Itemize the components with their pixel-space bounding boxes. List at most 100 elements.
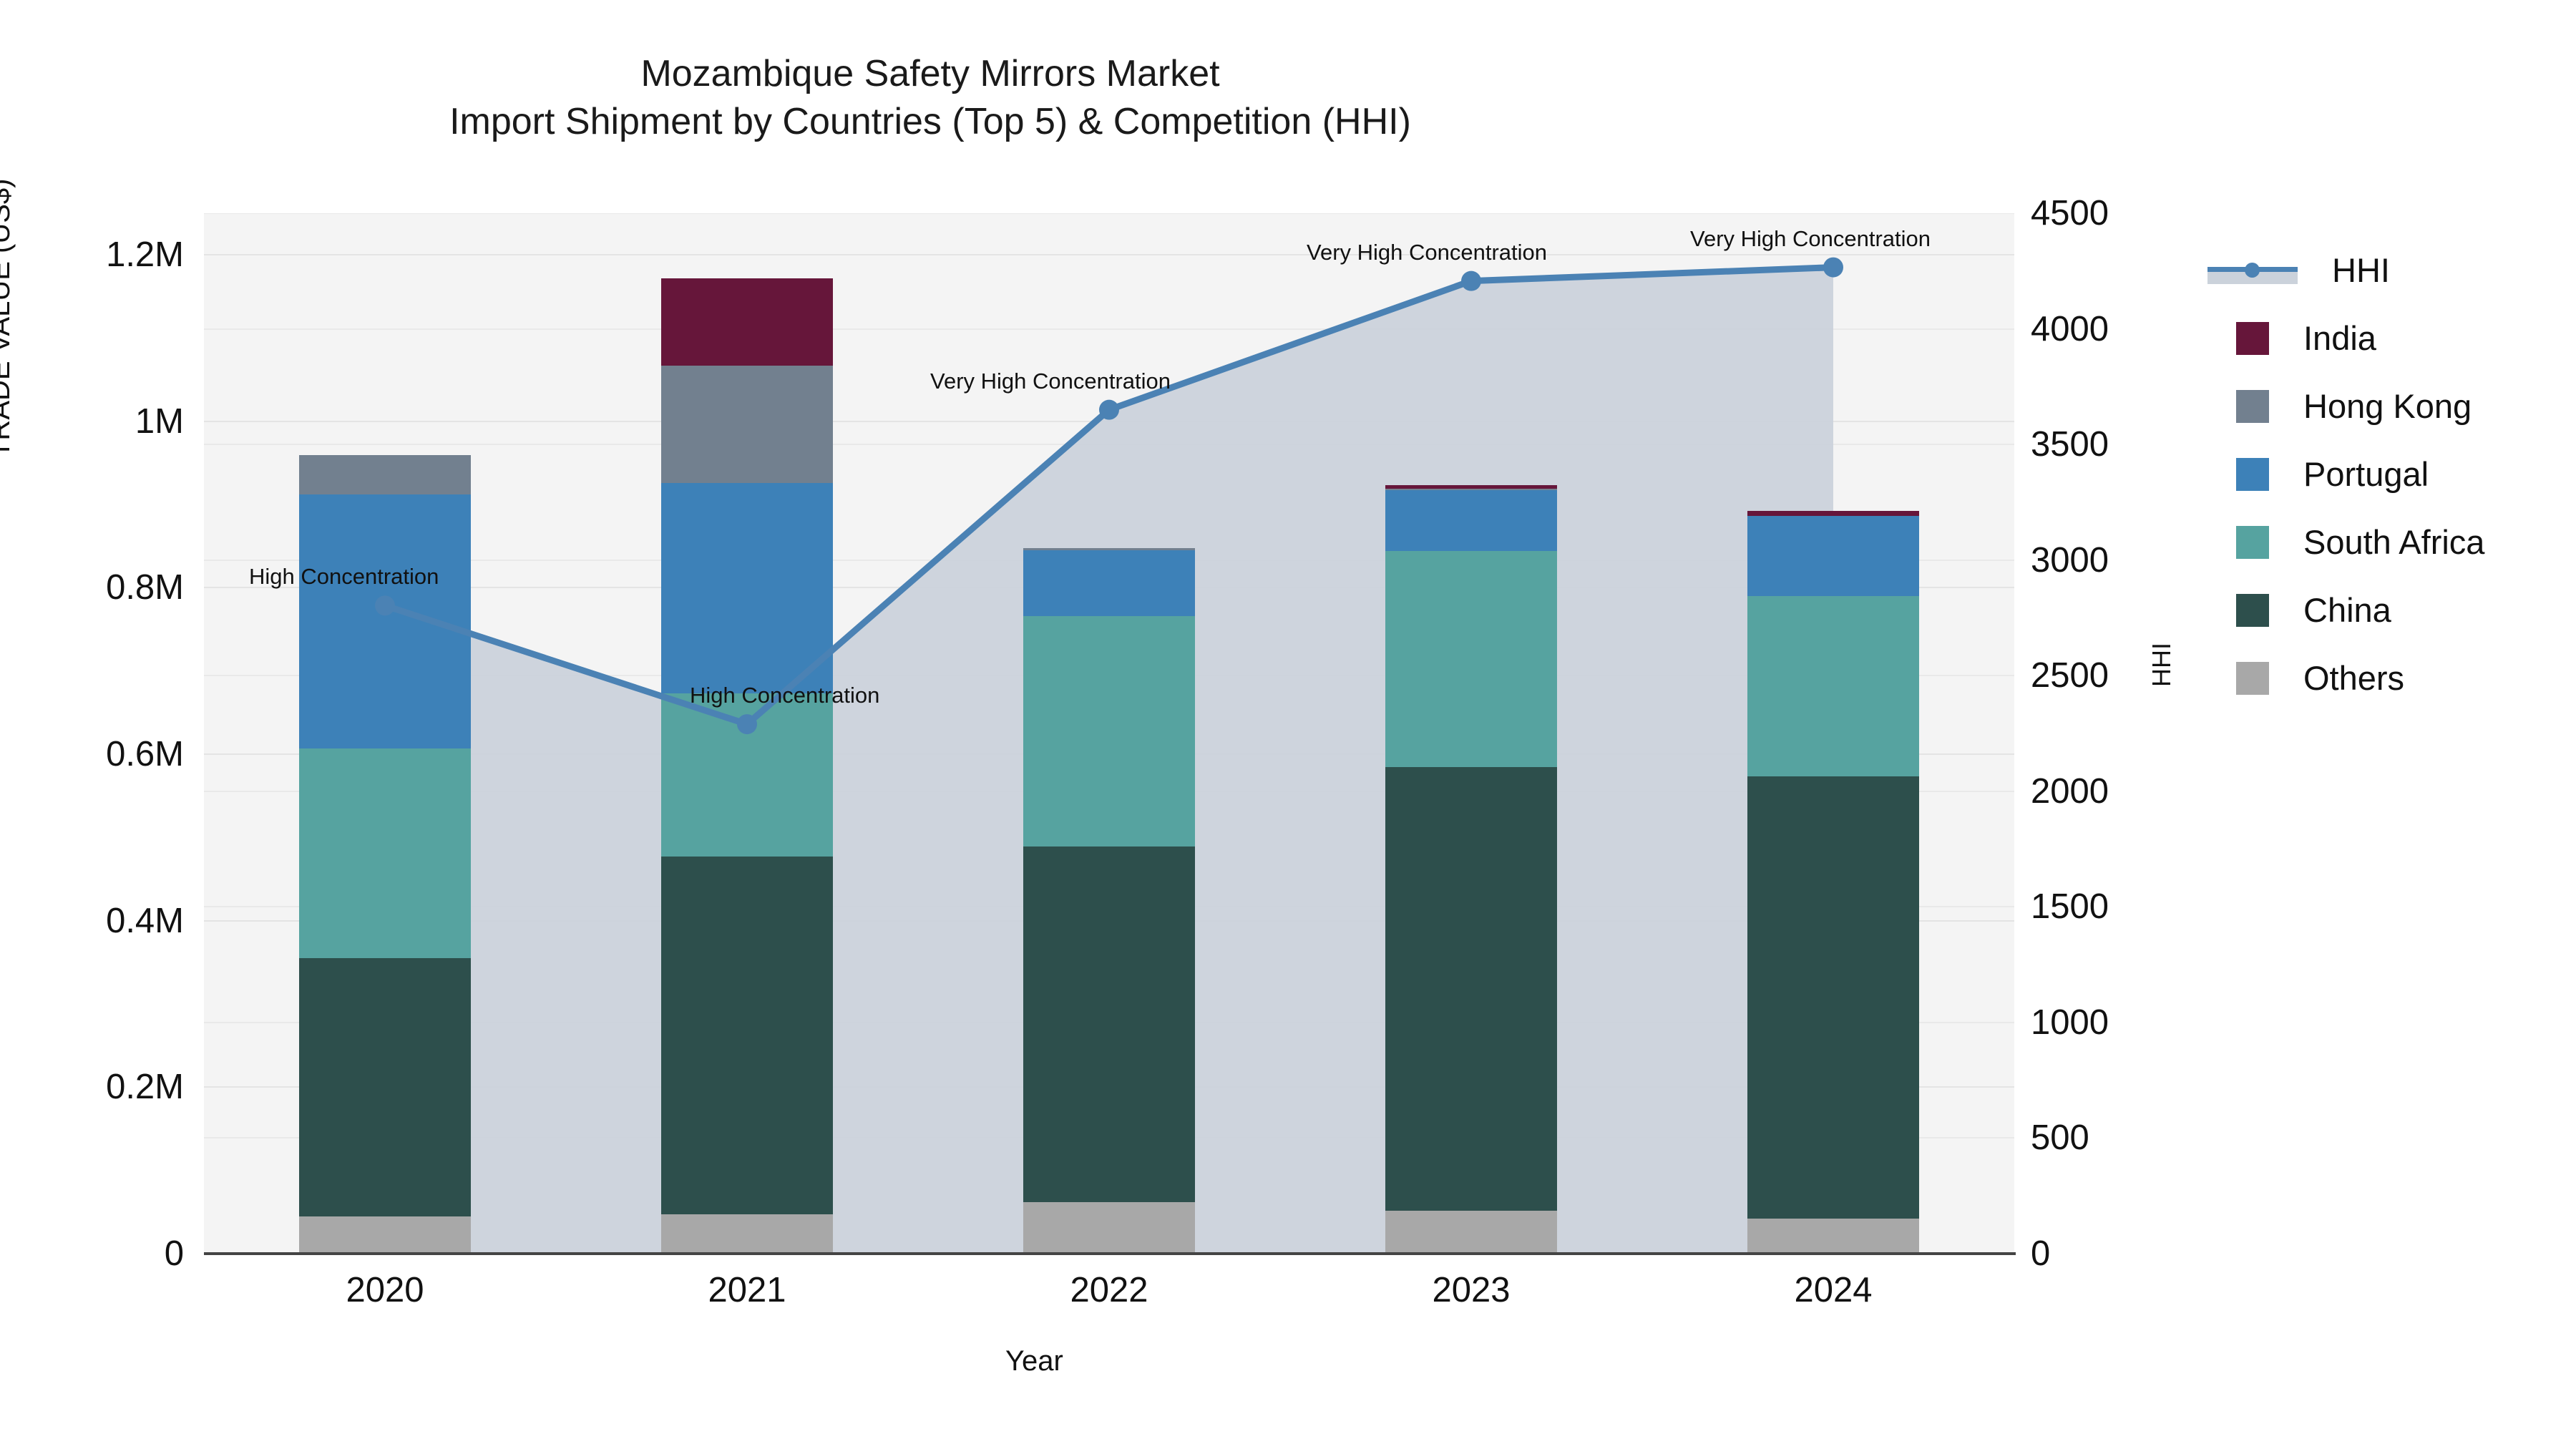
y2-tick-label: 3000 bbox=[2031, 540, 2109, 580]
legend-item-india[interactable]: India bbox=[2207, 304, 2484, 372]
bar-stack[interactable] bbox=[747, 213, 833, 1254]
y2-tick-label: 4500 bbox=[2031, 194, 2109, 233]
bar-segment-india[interactable] bbox=[747, 278, 833, 366]
x-tick-label: 2024 bbox=[1794, 1271, 1873, 1309]
gridline bbox=[204, 254, 2014, 256]
y2-tick-label: 4000 bbox=[2031, 309, 2109, 348]
bar-segment-portugal[interactable] bbox=[1109, 550, 1195, 616]
legend-item-china[interactable]: China bbox=[2207, 576, 2484, 644]
bar-segment-hong-kong[interactable] bbox=[1385, 489, 1471, 491]
x-tick-label: 2022 bbox=[1070, 1271, 1148, 1309]
bar-segment-china[interactable] bbox=[747, 857, 833, 1215]
bar-segment-china[interactable] bbox=[661, 857, 747, 1215]
bar-segment-others[interactable] bbox=[1109, 1201, 1195, 1254]
bar-segment-china[interactable] bbox=[1471, 766, 1557, 1211]
bar-segment-hong-kong[interactable] bbox=[1109, 547, 1195, 551]
bar-segment-portugal[interactable] bbox=[1747, 516, 1833, 597]
bar-group[interactable] bbox=[299, 213, 471, 1254]
bar-segment-south-africa[interactable] bbox=[385, 748, 471, 959]
y-tick-label: 1M bbox=[135, 401, 184, 441]
y-axis-label: TRADE VALUE (US$) bbox=[0, 178, 16, 458]
legend-item-south-africa[interactable]: South Africa bbox=[2207, 508, 2484, 576]
bar-segment-south-africa[interactable] bbox=[1023, 615, 1109, 847]
bar-segment-portugal[interactable] bbox=[661, 482, 747, 694]
bar-segment-south-africa[interactable] bbox=[1833, 596, 1919, 777]
bar-segment-portugal[interactable] bbox=[299, 494, 385, 748]
bar-stack[interactable] bbox=[1471, 213, 1557, 1254]
bar-segment-china[interactable] bbox=[1023, 847, 1109, 1202]
bar-segment-hong-kong[interactable] bbox=[385, 455, 471, 495]
bar-segment-china[interactable] bbox=[1385, 766, 1471, 1211]
bar-segment-others[interactable] bbox=[299, 1216, 385, 1254]
bar-stack[interactable] bbox=[1385, 213, 1471, 1254]
bar-segment-portugal[interactable] bbox=[1023, 550, 1109, 616]
bar-segment-india[interactable] bbox=[1833, 511, 1919, 517]
bar-stack[interactable] bbox=[1833, 213, 1919, 1254]
legend-item-others[interactable]: Others bbox=[2207, 644, 2484, 712]
legend-label: South Africa bbox=[2303, 523, 2485, 561]
bar-segment-others[interactable] bbox=[385, 1216, 471, 1254]
bar-segment-south-africa[interactable] bbox=[1747, 596, 1833, 777]
bar-segment-south-africa[interactable] bbox=[1109, 615, 1195, 847]
y2-tick-label: 500 bbox=[2031, 1118, 2089, 1158]
x-tick-label: 2020 bbox=[346, 1271, 424, 1309]
bar-segment-south-africa[interactable] bbox=[299, 748, 385, 959]
bar-segment-south-africa[interactable] bbox=[661, 693, 747, 857]
bar-segment-india[interactable] bbox=[661, 278, 747, 366]
bar-stack[interactable] bbox=[299, 213, 385, 1254]
bar-segment-china[interactable] bbox=[1747, 776, 1833, 1219]
y-tick-label: 0 bbox=[164, 1234, 184, 1273]
bar-segment-others[interactable] bbox=[1747, 1219, 1833, 1254]
legend-item-hhi[interactable]: HHI bbox=[2207, 236, 2484, 304]
bar-segment-china[interactable] bbox=[1109, 847, 1195, 1202]
chart-title: Mozambique Safety Mirrors Market Import … bbox=[449, 53, 1411, 142]
bar-segment-others[interactable] bbox=[747, 1214, 833, 1254]
bar-segment-portugal[interactable] bbox=[1471, 489, 1557, 552]
annotation-label: High Concentration bbox=[690, 683, 880, 708]
bar-segment-hong-kong[interactable] bbox=[299, 455, 385, 495]
bar-segment-hong-kong[interactable] bbox=[661, 365, 747, 483]
bar-group[interactable] bbox=[661, 213, 833, 1254]
bar-stack[interactable] bbox=[385, 213, 471, 1254]
bar-segment-china[interactable] bbox=[299, 958, 385, 1216]
bar-group[interactable] bbox=[1747, 213, 1919, 1254]
bar-stack[interactable] bbox=[661, 213, 747, 1254]
x-axis-line bbox=[204, 1252, 2016, 1255]
legend-item-hong-kong[interactable]: Hong Kong bbox=[2207, 372, 2484, 440]
bar-segment-others[interactable] bbox=[1023, 1201, 1109, 1254]
bar-segment-india[interactable] bbox=[1747, 511, 1833, 517]
bar-segment-india[interactable] bbox=[1471, 485, 1557, 489]
gridline bbox=[204, 213, 2014, 214]
bar-segment-south-africa[interactable] bbox=[1385, 551, 1471, 767]
bar-segment-south-africa[interactable] bbox=[747, 693, 833, 857]
x-tick-label: 2021 bbox=[708, 1271, 786, 1309]
bar-segment-others[interactable] bbox=[1833, 1219, 1919, 1254]
bar-segment-south-africa[interactable] bbox=[1471, 551, 1557, 767]
bar-stack[interactable] bbox=[1747, 213, 1833, 1254]
legend-item-portugal[interactable]: Portugal bbox=[2207, 440, 2484, 508]
annotation-label: Very High Concentration bbox=[930, 368, 1171, 394]
bar-segment-hong-kong[interactable] bbox=[1023, 547, 1109, 551]
bar-segment-portugal[interactable] bbox=[747, 482, 833, 694]
bar-segment-hong-kong[interactable] bbox=[747, 365, 833, 483]
bar-segment-portugal[interactable] bbox=[1833, 516, 1919, 597]
x-axis-label: Year bbox=[1005, 1345, 1063, 1377]
y2-tick-label: 2500 bbox=[2031, 656, 2109, 696]
bar-segment-china[interactable] bbox=[385, 958, 471, 1216]
y2-tick-label: 3500 bbox=[2031, 425, 2109, 464]
legend: HHI India Hong Kong Portugal South Africa Chi… bbox=[2207, 236, 2484, 712]
bar-segment-portugal[interactable] bbox=[385, 494, 471, 748]
legend-label: Hong Kong bbox=[2303, 387, 2472, 425]
legend-label: Others bbox=[2303, 659, 2405, 697]
bar-segment-hong-kong[interactable] bbox=[1471, 489, 1557, 491]
bar-segment-portugal[interactable] bbox=[1385, 489, 1471, 552]
bar-segment-china[interactable] bbox=[1833, 776, 1919, 1219]
bar-group[interactable] bbox=[1385, 213, 1557, 1254]
legend-label: HHI bbox=[2332, 251, 2390, 289]
legend-label: Portugal bbox=[2303, 455, 2429, 493]
bar-segment-india[interactable] bbox=[1385, 485, 1471, 489]
bar-segment-others[interactable] bbox=[1385, 1210, 1471, 1254]
bar-segment-others[interactable] bbox=[1471, 1210, 1557, 1254]
bar-segment-others[interactable] bbox=[661, 1214, 747, 1254]
